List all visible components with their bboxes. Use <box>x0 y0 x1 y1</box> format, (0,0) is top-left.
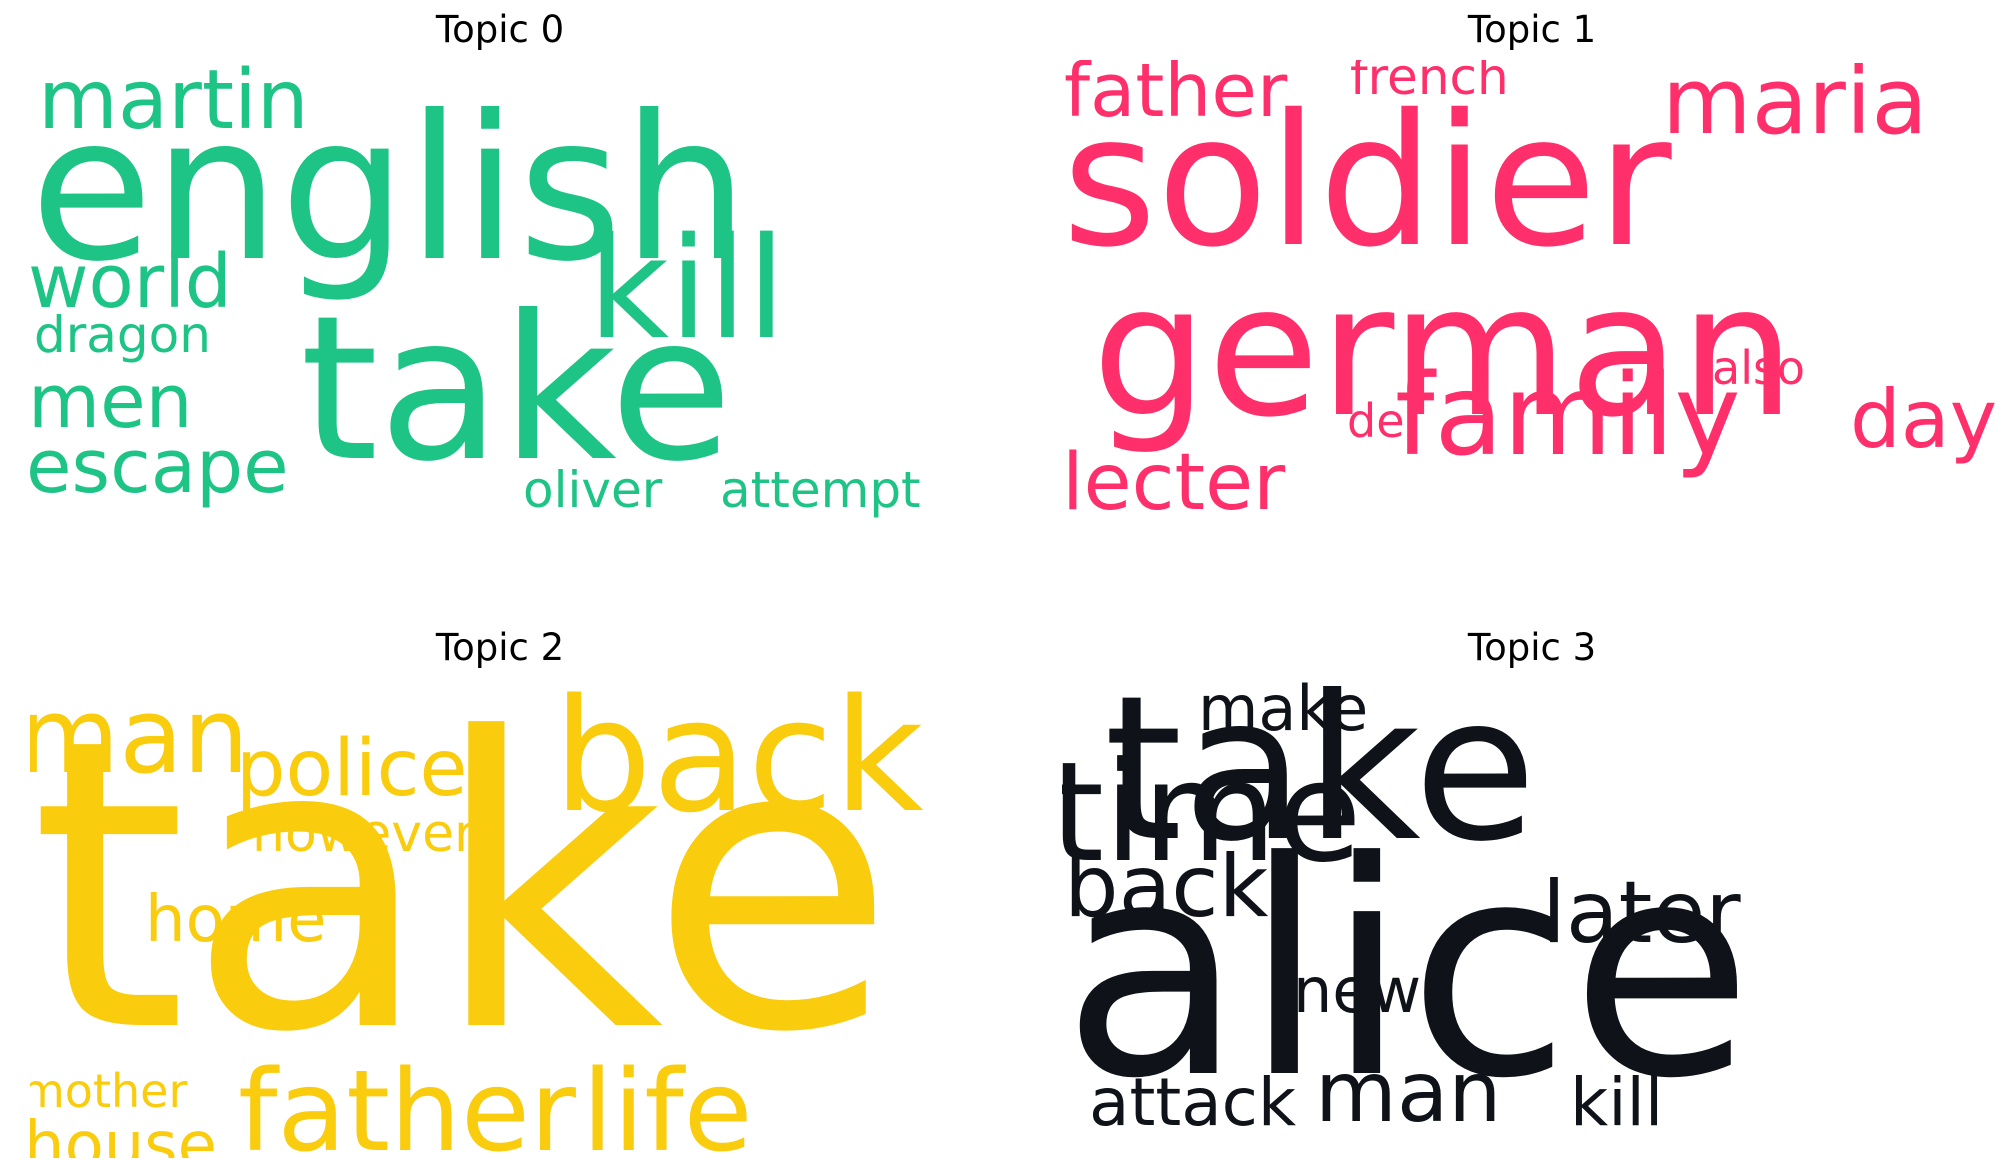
word-cloud: alice take time make back later new man attack ki… <box>1062 678 2002 1158</box>
word-0-1: take <box>300 273 733 506</box>
panel-title: Topic 3 <box>1467 626 1597 669</box>
word-1-9: also <box>1712 341 1806 395</box>
word-cloud: soldier german father french maria family lect… <box>1062 60 2002 540</box>
topic-panel-2: Topic 2 take back man police however home fath… <box>30 618 970 1158</box>
word-0-3: martin <box>38 60 309 148</box>
word-3-2: time <box>1062 732 1362 893</box>
word-2-4: however <box>252 804 476 864</box>
word-cloud: english take kill martin world dragon men escap… <box>30 60 970 540</box>
word-3-8: attack <box>1089 1064 1297 1141</box>
word-2-5: home <box>145 883 327 957</box>
word-2-0: take <box>30 678 896 1120</box>
word-1-6: lecter <box>1062 438 1286 528</box>
panel-title: Topic 0 <box>435 8 565 51</box>
word-2-2: man <box>30 678 249 797</box>
word-3-9: kill <box>1570 1064 1664 1141</box>
word-2-6: father <box>238 1047 576 1158</box>
topic-panel-0: Topic 0 english take kill martin world dragon… <box>30 0 970 540</box>
word-0-9: attempt <box>720 461 921 519</box>
word-3-4: back <box>1064 837 1269 937</box>
word-1-7: day <box>1850 373 1998 466</box>
word-cloud: take back man police however home father life mo… <box>30 678 970 1158</box>
word-0-6: men <box>30 359 193 445</box>
word-0-5: dragon <box>34 306 211 364</box>
word-1-2: father <box>1064 60 1288 134</box>
topic-panel-1: Topic 1 soldier german father french maria fa… <box>1062 0 2002 540</box>
word-2-3: police <box>236 724 468 814</box>
panel-title: Topic 2 <box>435 626 565 669</box>
word-1-5: family <box>1395 351 1741 481</box>
word-3-5: later <box>1542 863 1741 963</box>
panel-title: Topic 1 <box>1467 8 1597 51</box>
word-0-0: english <box>30 73 749 306</box>
word-2-8: mother <box>30 1064 188 1118</box>
word-3-1: take <box>1104 678 1537 886</box>
word-1-8: de <box>1347 394 1405 448</box>
word-2-9: house <box>30 1109 217 1158</box>
word-1-0: soldier <box>1062 75 1672 287</box>
word-3-3: make <box>1198 678 1369 745</box>
word-2-7: life <box>582 1047 753 1158</box>
word-1-3: french <box>1350 60 1509 106</box>
word-0-2: kill <box>588 208 786 371</box>
word-0-8: oliver <box>523 461 663 519</box>
word-1-4: maria <box>1662 60 1928 155</box>
word-3-0: alice <box>1062 798 1753 1143</box>
topic-panel-3: Topic 3 alice take time make back later new man… <box>1062 618 2002 1158</box>
word-3-7: man <box>1315 1043 1502 1141</box>
word-0-4: world <box>30 239 232 325</box>
word-1-1: german <box>1092 245 1796 457</box>
word-3-6: new <box>1293 954 1422 1027</box>
word-2-1: back <box>553 678 924 847</box>
word-0-7: escape <box>30 424 289 510</box>
